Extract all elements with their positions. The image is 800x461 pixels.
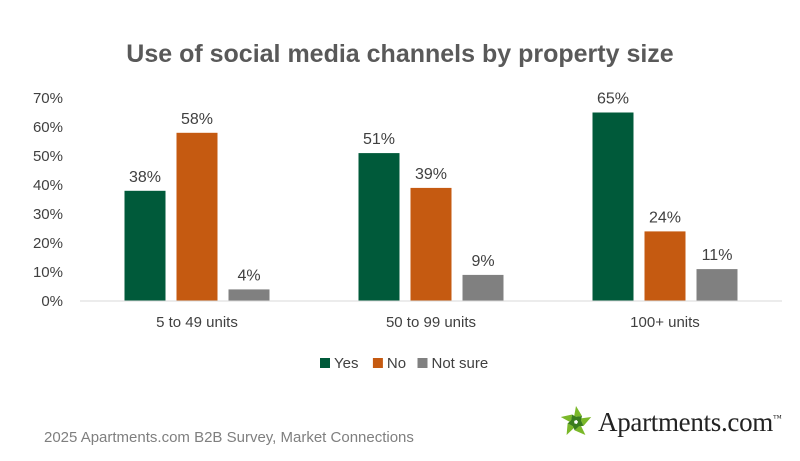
bar-not-sure	[696, 269, 738, 301]
y-tick-label: 50%	[33, 148, 63, 165]
data-label: 4%	[237, 267, 260, 284]
data-labels: 38% 58% 4% 51% 39% 9% 65% 24% 11%	[129, 91, 732, 285]
data-label: 38%	[129, 169, 161, 186]
bar-chart: 0% 10% 20% 30% 40% 50% 60% 70% 38% 58% 4% 51% 39% 9%…	[33, 90, 782, 372]
category-label: 50 to 99 units	[386, 314, 476, 331]
legend-label: Not sure	[432, 355, 489, 372]
bar-yes	[592, 112, 634, 301]
logo-wordmark: Apartments.com™	[598, 406, 782, 437]
legend-swatch	[417, 358, 428, 368]
y-tick-label: 10%	[33, 264, 63, 281]
y-tick-label: 70%	[33, 90, 63, 107]
data-label: 51%	[363, 131, 395, 148]
logo-pinwheel-icon	[560, 406, 592, 435]
data-label: 65%	[597, 91, 629, 108]
data-label: 58%	[181, 111, 213, 128]
legend: Yes No Not sure	[320, 355, 488, 372]
category-labels: 5 to 49 units 50 to 99 units 100+ units	[156, 314, 700, 331]
data-label: 39%	[415, 166, 447, 183]
legend-label: Yes	[334, 355, 358, 372]
y-axis-ticks: 0% 10% 20% 30% 40% 50% 60% 70%	[33, 90, 63, 310]
category-label: 100+ units	[630, 314, 700, 331]
y-tick-label: 30%	[33, 206, 63, 223]
data-label: 9%	[471, 253, 494, 270]
y-tick-label: 60%	[33, 119, 63, 136]
legend-swatch	[372, 358, 383, 368]
bar-not-sure	[228, 289, 270, 301]
bar-no	[410, 187, 452, 301]
data-label: 11%	[702, 247, 733, 264]
y-tick-label: 40%	[33, 177, 63, 194]
chart-title: Use of social media channels by property…	[126, 40, 674, 68]
apartments-com-logo: Apartments.com™	[558, 404, 782, 440]
bars	[124, 112, 738, 301]
legend-swatch	[320, 358, 330, 368]
category-label: 5 to 49 units	[156, 314, 238, 331]
bar-no	[644, 231, 686, 301]
source-note: 2025 Apartments.com B2B Survey, Market C…	[44, 429, 414, 446]
bar-yes	[124, 190, 166, 301]
bar-not-sure	[462, 274, 504, 301]
bar-yes	[358, 153, 400, 301]
y-tick-label: 20%	[33, 235, 63, 252]
data-label: 24%	[649, 209, 681, 226]
y-tick-label: 0%	[41, 293, 63, 310]
legend-label: No	[387, 355, 406, 372]
bar-no	[176, 132, 218, 301]
